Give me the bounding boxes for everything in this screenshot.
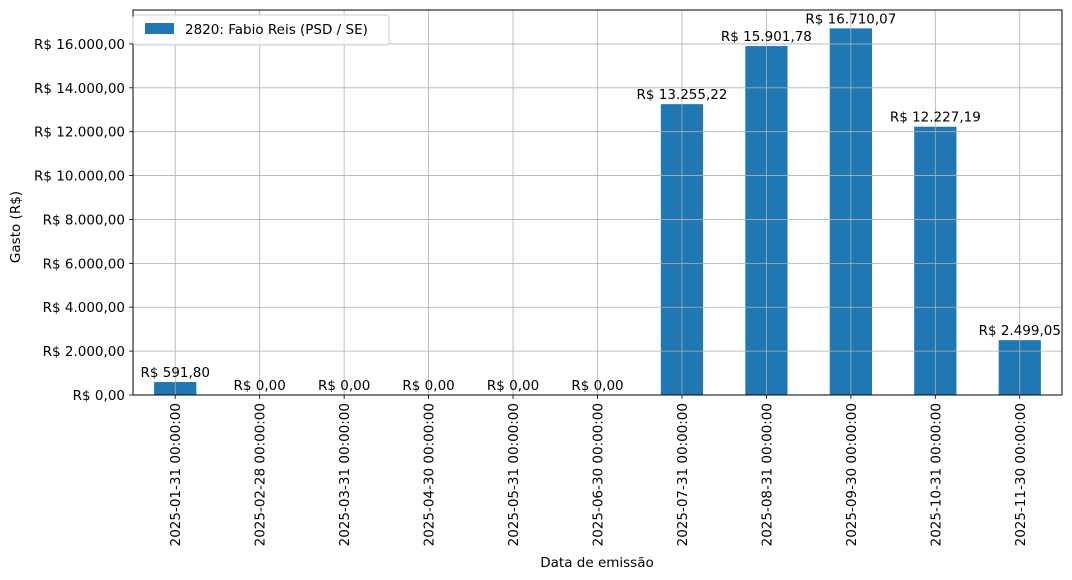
- y-tick-label: R$ 2.000,00: [43, 344, 125, 360]
- bar-value-label: R$ 0,00: [234, 378, 286, 394]
- y-tick-label: R$ 8.000,00: [43, 212, 125, 228]
- y-tick-label: R$ 12.000,00: [34, 125, 125, 141]
- bar-value-label: R$ 0,00: [318, 378, 370, 394]
- x-tick-label: 2025-06-30 00:00:00: [591, 403, 607, 546]
- legend-label: 2820: Fabio Reis (PSD / SE): [185, 22, 368, 38]
- y-tick-label: R$ 10.000,00: [34, 169, 125, 185]
- legend: 2820: Fabio Reis (PSD / SE): [132, 14, 390, 46]
- y-tick-label: R$ 14.000,00: [34, 81, 125, 97]
- x-axis-title: Data de emissão: [540, 555, 654, 571]
- bar-value-label: R$ 0,00: [487, 378, 539, 394]
- legend-box: [132, 14, 390, 46]
- bar-value-label: R$ 16.710,07: [805, 11, 896, 27]
- x-tick-label: 2025-08-31 00:00:00: [759, 403, 775, 546]
- x-tick-label: 2025-09-30 00:00:00: [844, 403, 860, 546]
- y-tick-label: R$ 16.000,00: [34, 37, 125, 53]
- y-tick-label: R$ 4.000,00: [43, 300, 125, 316]
- y-tick-label: R$ 6.000,00: [43, 256, 125, 272]
- bar-value-label: R$ 13.255,22: [636, 87, 727, 103]
- bar-value-label: R$ 0,00: [402, 378, 454, 394]
- bar-value-label: R$ 2.499,05: [979, 323, 1061, 339]
- x-tick-label: 2025-05-31 00:00:00: [506, 403, 522, 546]
- x-tick-label: 2025-02-28 00:00:00: [253, 403, 269, 546]
- x-tick-label: 2025-04-30 00:00:00: [422, 403, 438, 546]
- y-axis-ticks: R$ 0,00 R$ 2.000,00 R$ 4.000,00 R$ 6.000,00…: [34, 37, 133, 404]
- data-labels: R$ 591,80 R$ 0,00 R$ 0,00 R$ 0,00 R$ 0,00 R$ …: [140, 11, 1060, 394]
- bar-value-label: R$ 591,80: [140, 365, 210, 381]
- legend-swatch: [145, 23, 174, 34]
- bar-value-label: R$ 12.227,19: [890, 110, 981, 126]
- x-axis-ticks: 2025-01-31 00:00:00 2025-02-28 00:00:00 20…: [168, 395, 1029, 546]
- bar-value-label: R$ 15.901,78: [721, 29, 812, 45]
- y-tick-label: R$ 0,00: [73, 388, 125, 404]
- x-tick-label: 2025-07-31 00:00:00: [675, 403, 691, 546]
- x-tick-label: 2025-01-31 00:00:00: [168, 403, 184, 546]
- x-tick-label: 2025-11-30 00:00:00: [1013, 403, 1029, 546]
- y-axis-title: Gasto (R$): [8, 191, 24, 263]
- x-tick-label: 2025-10-31 00:00:00: [928, 403, 944, 546]
- x-tick-label: 2025-03-31 00:00:00: [337, 403, 353, 546]
- bar-value-label: R$ 0,00: [571, 378, 623, 394]
